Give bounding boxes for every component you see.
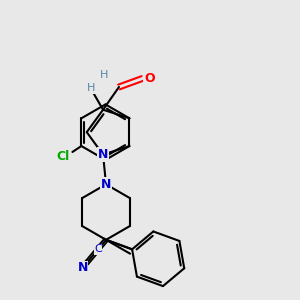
Text: N: N (77, 261, 88, 274)
Text: N: N (101, 178, 111, 191)
Text: N: N (98, 148, 108, 161)
Text: H: H (86, 83, 95, 93)
Text: Cl: Cl (56, 150, 69, 164)
Text: O: O (144, 72, 155, 85)
Text: H: H (100, 70, 108, 80)
Text: C: C (94, 244, 102, 254)
